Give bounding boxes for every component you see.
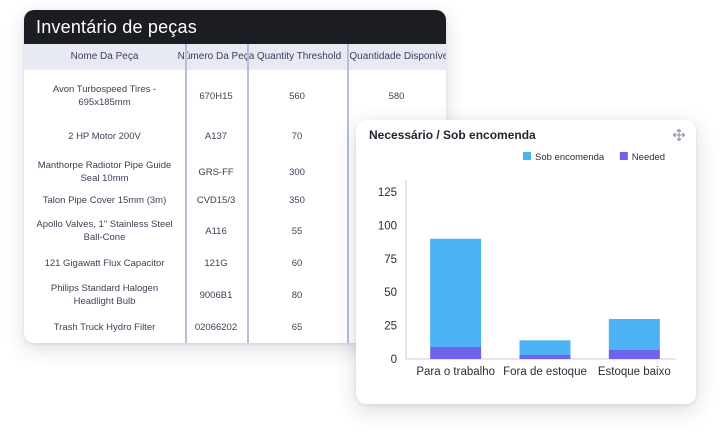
threshold-cell: 300 bbox=[289, 166, 305, 178]
part-number-cell: 670H15 bbox=[199, 90, 233, 102]
threshold-cell: 350 bbox=[289, 194, 305, 206]
y-tick-label: 125 bbox=[378, 187, 397, 199]
stacked-bar-chart: 0 25 50 75 100 125 Para o trabalho Fora de esto… bbox=[378, 152, 676, 378]
table-row[interactable]: Philips Standard Halogen Headlight Bulb … bbox=[24, 277, 446, 315]
bar-needed bbox=[519, 354, 571, 359]
part-number-cell: A116 bbox=[205, 225, 227, 237]
bar-sob-encomenda bbox=[608, 318, 660, 350]
bar-sob-encomenda bbox=[430, 238, 482, 347]
table-row[interactable]: Avon Turbospeed Tires - 695x185mm 670H15… bbox=[24, 78, 446, 116]
table-row[interactable]: Talon Pipe Cover 15mm (3m) CVD15/3 350 bbox=[24, 188, 446, 214]
threshold-cell: 60 bbox=[291, 257, 303, 269]
column-divider bbox=[185, 44, 187, 343]
part-number-cell: GRS-FF bbox=[198, 166, 234, 178]
threshold-cell: 560 bbox=[289, 90, 305, 102]
legend-label: Needed bbox=[632, 152, 665, 163]
available-cell: 580 bbox=[388, 90, 405, 102]
part-name-cell: Trash Truck Hydro Filter bbox=[53, 321, 156, 333]
y-tick-label: 75 bbox=[384, 254, 397, 266]
legend-swatch bbox=[523, 152, 531, 160]
part-number-cell: CVD15/3 bbox=[196, 194, 236, 206]
y-tick-label: 100 bbox=[378, 220, 397, 232]
threshold-cell: 80 bbox=[291, 289, 303, 301]
threshold-cell: 65 bbox=[291, 321, 303, 333]
part-name-cell: Philips Standard Halogen Headlight Bulb bbox=[50, 283, 159, 307]
y-tick-label: 0 bbox=[391, 354, 397, 366]
part-number-cell: 121G bbox=[204, 257, 228, 269]
part-number-cell: 9006B1 bbox=[199, 289, 233, 301]
column-header-part-name[interactable]: Nome Da Peça bbox=[70, 51, 139, 62]
bar-sob-encomenda bbox=[519, 340, 571, 355]
bar-needed bbox=[430, 346, 482, 359]
chart-card: Necessário / Sob encomenda 0 25 50 75 100 125… bbox=[356, 120, 696, 404]
part-name-cell: Talon Pipe Cover 15mm (3m) bbox=[42, 194, 167, 206]
column-divider bbox=[347, 44, 349, 343]
part-name-cell: Manthorpe Radiotor Pipe Guide Seal 10mm bbox=[37, 160, 172, 184]
move-arrows-icon[interactable] bbox=[672, 128, 686, 142]
legend-label: Sob encomenda bbox=[535, 152, 605, 163]
bar-needed bbox=[608, 349, 660, 359]
chart-title: Necessário / Sob encomenda bbox=[369, 128, 536, 142]
table-row[interactable]: Apollo Valves, 1" Stainless Steel Ball-C… bbox=[24, 213, 446, 251]
table-row[interactable]: Trash Truck Hydro Filter 02066202 65 bbox=[24, 315, 446, 341]
table-row[interactable]: 121 Gigawatt Flux Capacitor 121G 60 bbox=[24, 251, 446, 277]
part-name-cell: Apollo Valves, 1" Stainless Steel Ball-C… bbox=[36, 219, 173, 243]
part-name-cell: 121 Gigawatt Flux Capacitor bbox=[44, 257, 165, 269]
inventory-title: Inventário de peças bbox=[24, 10, 446, 44]
part-name-cell: 2 HP Motor 200V bbox=[68, 130, 141, 142]
part-number-cell: A137 bbox=[204, 130, 228, 142]
table-row[interactable]: Manthorpe Radiotor Pipe Guide Seal 10mm … bbox=[24, 154, 446, 192]
part-name-cell: Avon Turbospeed Tires - 695x185mm bbox=[52, 84, 157, 108]
table-header: Nome Da Peça Número Da Peça Quantity Thr… bbox=[24, 44, 446, 70]
column-divider bbox=[247, 44, 249, 343]
x-tick-label: Fora de estoque bbox=[503, 366, 587, 378]
legend-swatch bbox=[619, 152, 628, 160]
y-tick-label: 50 bbox=[384, 287, 397, 299]
column-header-threshold[interactable]: Quantity Threshold bbox=[256, 51, 342, 62]
threshold-cell: 70 bbox=[291, 130, 303, 142]
x-tick-label: Para o trabalho bbox=[416, 366, 495, 378]
table-row[interactable]: 2 HP Motor 200V A137 70 bbox=[24, 124, 446, 150]
part-number-cell: 02066202 bbox=[194, 321, 238, 333]
y-tick-label: 25 bbox=[384, 321, 397, 333]
threshold-cell: 55 bbox=[291, 225, 303, 237]
column-header-available[interactable]: Quantidade Disponível bbox=[349, 51, 446, 62]
column-header-part-number[interactable]: Número Da Peça bbox=[177, 51, 255, 62]
x-tick-label: Estoque baixo bbox=[598, 366, 671, 378]
